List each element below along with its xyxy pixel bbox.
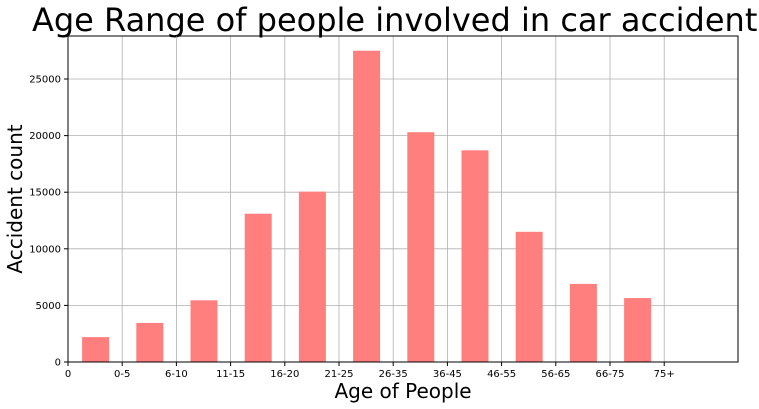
bar [624,298,652,362]
x-tick-label: 16-20 [270,369,299,380]
x-tick-label: 66-75 [595,369,624,380]
x-tick-label: 36-45 [433,369,462,380]
bar [82,337,110,362]
bar [244,213,272,362]
bar [407,132,435,362]
bar [569,283,597,362]
bar [136,322,164,362]
x-tick-label: 75+ [654,369,675,380]
y-axis-ticks: 0 5000 10000 15000 20000 25000 [29,75,68,369]
x-tick-label: 46-55 [487,369,516,380]
x-axis-title: Age of People [334,379,471,403]
y-tick-label: 20000 [29,131,61,142]
y-tick-label: 25000 [29,75,61,86]
x-axis-ticks: 0 0-5 6-10 11-15 16-20 21-25 26-35 36-45 46-55 56… [65,362,675,380]
bar [353,50,381,363]
y-axis-title: Accident count [3,124,27,273]
y-tick-label: 10000 [29,244,61,255]
x-tick-label: 26-35 [379,369,408,380]
x-tick-label: 0-5 [114,369,130,380]
x-tick-label: 0 [65,369,71,380]
bars [82,50,652,363]
chart-title: Age Range of people involved in car acci… [32,1,759,39]
plot-frame [67,35,739,363]
bar [298,191,326,362]
x-tick-label: 21-25 [324,369,353,380]
bar [461,150,489,362]
y-tick-label: 0 [55,358,61,369]
x-tick-label: 11-15 [216,369,245,380]
bar [515,231,543,362]
y-tick-label: 5000 [36,301,61,312]
x-tick-label: 56-65 [541,369,570,380]
x-tick-label: 6-10 [165,369,188,380]
y-tick-label: 15000 [29,188,61,199]
bar [190,300,218,362]
